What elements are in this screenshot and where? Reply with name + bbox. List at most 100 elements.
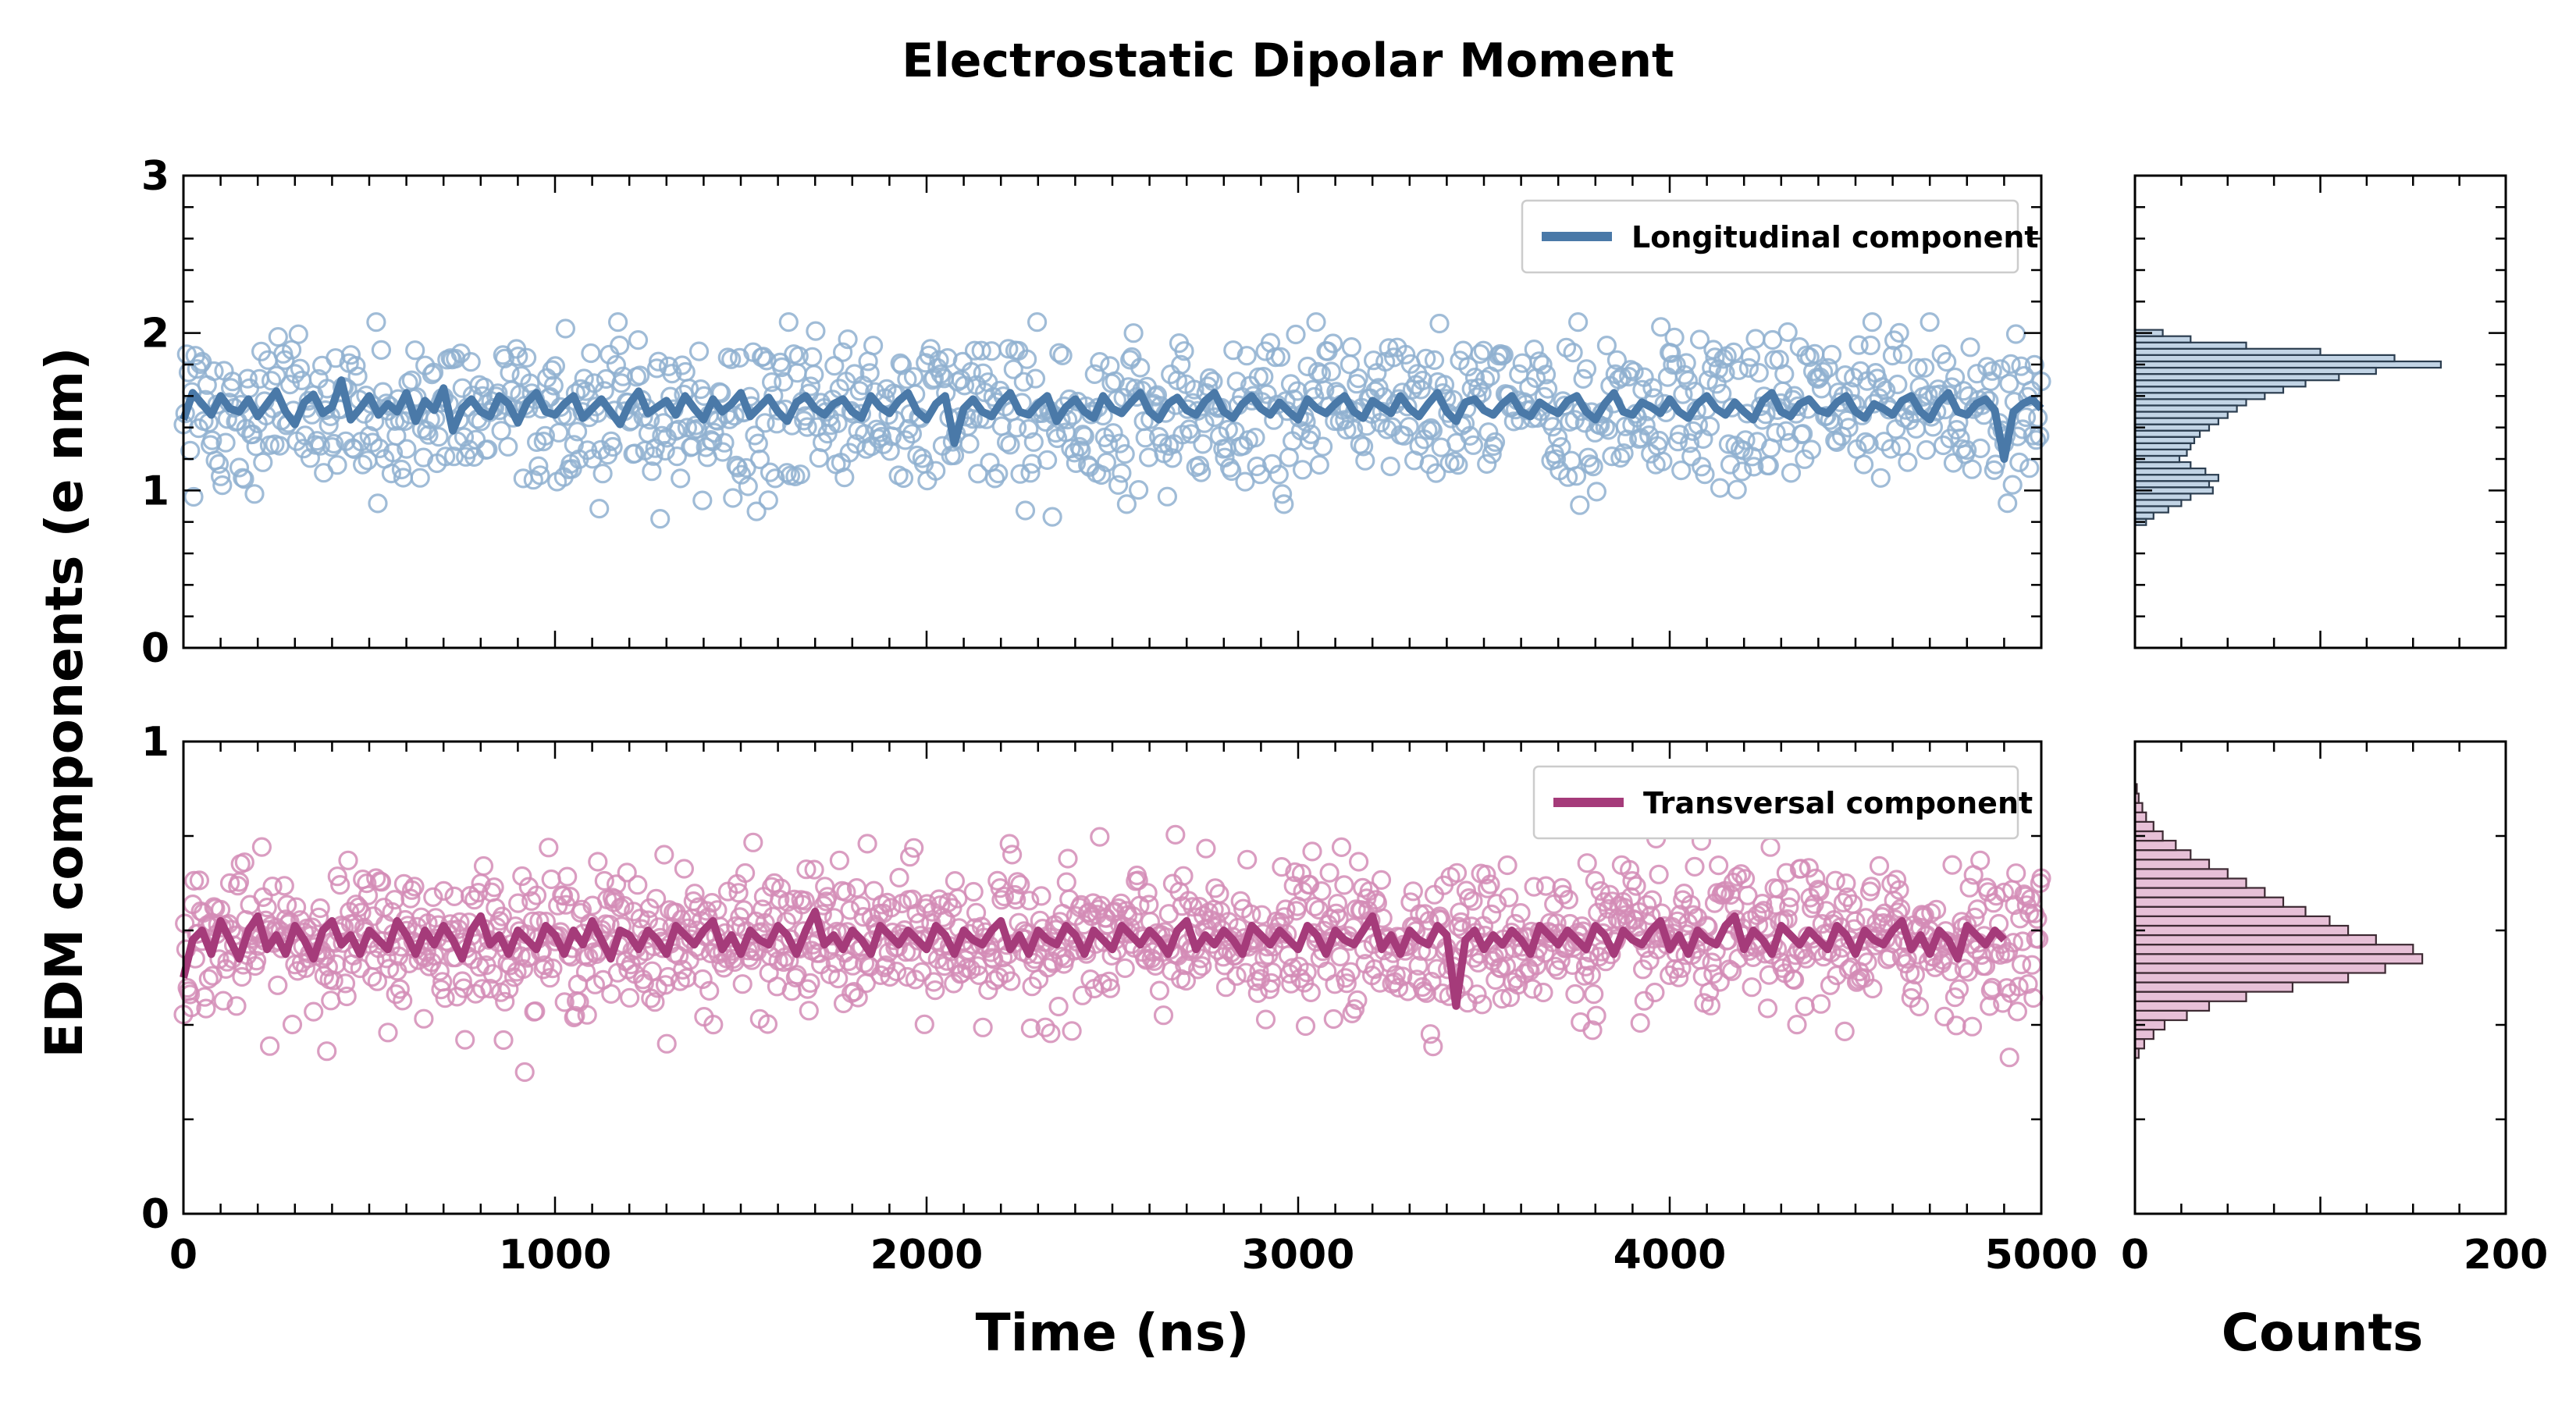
transversal-point [472,979,493,999]
transversal-hist-bar [2133,934,2377,946]
transversal-point [1571,1012,1591,1033]
transversal-point [889,867,909,888]
longitudinal-point [1074,426,1094,446]
transversal-point [1137,883,1158,903]
longitudinal-point [371,340,391,360]
transversal-point [1421,971,1442,992]
transversal-point [1190,948,1211,969]
transversal-point [1299,874,1320,895]
transversal-point [2008,976,2029,997]
transversal-point [1946,1016,1966,1036]
transversal-point [317,1041,337,1062]
longitudinal-point [1193,434,1213,454]
longitudinal-point [1145,386,1165,407]
transversal-point [209,949,229,969]
longitudinal-point [1856,432,1876,452]
transversal-legend-box [1532,765,2019,840]
transversal-point [1683,905,1703,925]
longitudinal-point [1236,346,1257,366]
longitudinal-point [1732,461,1752,482]
transversal-point [452,971,472,991]
longitudinal-point [603,436,623,457]
transversal-point [414,1008,434,1029]
transversal-point [699,980,720,1001]
longitudinal-point [1606,350,1627,370]
longitudinal-point [2024,354,2044,375]
transversal-point [1188,959,1208,980]
longitudinal-point [2011,356,2031,376]
longitudinal-point [1766,422,1786,443]
transversal-point [1630,1012,1650,1033]
transversal-point [1002,845,1023,865]
longitudinal-point [1889,322,1909,343]
transversal-point [1041,1023,1061,1044]
transversal-point [1272,856,1292,877]
transversal-point [495,991,515,1012]
transversal-point [1176,970,1197,991]
transversal-point [1533,982,1553,1003]
transversal-point [330,874,350,895]
longitudinal-point [984,468,1005,489]
longitudinal-point [1250,464,1271,485]
longitudinal-point [1908,357,1928,379]
longitudinal-point [1535,365,1557,385]
longitudinal-point [1542,417,1563,437]
transversal-point [1153,1005,1174,1026]
longitudinal-point [422,365,442,385]
longitudinal-point [1609,369,1629,389]
longitudinal-point [366,312,386,333]
longitudinal-point [893,468,914,489]
transversal-point [973,1017,993,1037]
transversal-point [1584,984,1604,1005]
longitudinal-point [1181,424,1201,444]
longitudinal-point [1368,378,1389,398]
transversal-point [1423,1036,1443,1057]
transversal-point [484,877,504,898]
longitudinal-point [790,464,811,485]
transversal-point [895,941,916,962]
longitudinal-point [1416,348,1436,368]
longitudinal-point [1573,368,1593,389]
longitudinal-point [902,424,923,444]
longitudinal-point [832,342,853,362]
transversal-hist-bar [2133,1000,2211,1012]
transversal-point [2011,954,2032,975]
longitudinal-point [1426,463,1446,483]
longitudinal-point [1037,450,1058,471]
longitudinal-point [1957,439,1977,461]
longitudinal-point [895,430,916,450]
longitudinal-point [542,360,562,380]
transversal-point [2020,889,2041,909]
longitudinal-point [418,425,439,445]
longitudinal-point [1013,372,1034,392]
transversal-point [1752,893,1773,914]
transversal-point [1811,994,1831,1014]
transversal-point [1645,982,1665,1003]
transversal-point [257,897,277,918]
transversal-point [655,975,676,995]
transversal-point [1586,1005,1606,1026]
longitudinal-point [753,347,774,367]
longitudinal-point [1774,364,1795,384]
transversal-point [1699,982,1720,1002]
longitudinal-point [1355,450,1375,471]
longitudinal-point [788,346,809,366]
transversal-point [628,875,648,895]
longitudinal-point [797,417,817,437]
transversal-point [1476,864,1496,885]
transversal-point [743,832,763,852]
transversal-point [358,885,379,905]
longitudinal-point [275,350,295,370]
transversal-point [282,1014,303,1035]
longitudinal-point [1915,357,1935,378]
longitudinal-point [290,358,310,379]
longitudinal-point [704,422,724,443]
longitudinal-point [1982,361,2002,381]
transversal-point [1295,1016,1316,1037]
longitudinal-hist-bar [2133,411,2229,419]
longitudinal-point [1689,329,1710,350]
transversal-point [1582,1020,1603,1040]
longitudinal-hist-bar [2133,436,2196,444]
transversal-point [543,958,563,979]
longitudinal-point [1261,454,1283,475]
